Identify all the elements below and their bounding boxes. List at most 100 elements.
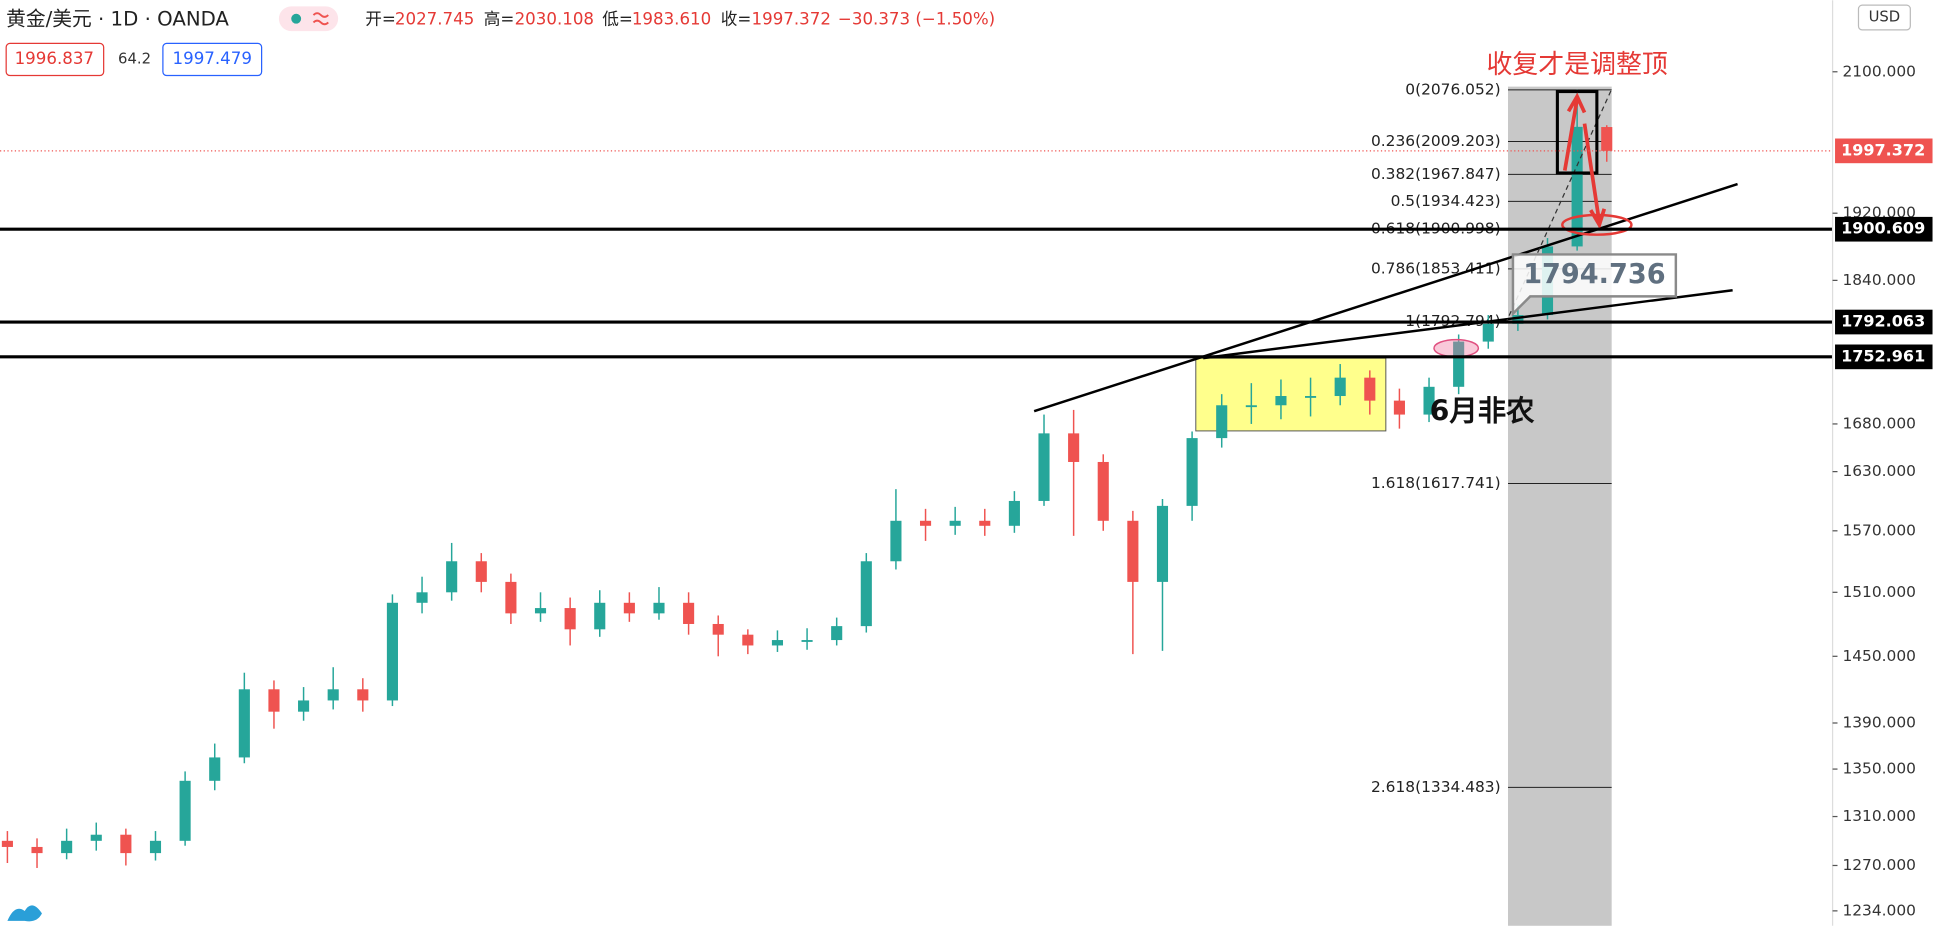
candle-body (238, 689, 250, 758)
candle-body (90, 834, 102, 841)
candle-body (1393, 400, 1405, 415)
event-note: 6月非农 (1430, 394, 1535, 427)
price-line-box (1835, 344, 1933, 370)
candle-body (209, 757, 221, 781)
candle-body (1512, 315, 1524, 324)
event-ellipse (1433, 338, 1480, 358)
y-tick-label: 1630.000 (1842, 462, 1916, 480)
ohlc-value: 1983.610 (632, 9, 711, 28)
candle-body (801, 640, 813, 642)
status-dot (291, 13, 302, 24)
ohlc-label: 开= (365, 9, 396, 28)
candle-body (594, 602, 606, 630)
symbol: 黄金/美元 · 1D · OANDA (6, 7, 229, 30)
candle-body (505, 581, 517, 614)
candle-body (268, 689, 280, 712)
y-tick-label: 1510.000 (1842, 583, 1916, 601)
price-line-box (1835, 216, 1933, 242)
y-tick-label: 1270.000 (1842, 856, 1916, 874)
candle-body (298, 700, 310, 712)
spread: 64.2 (118, 50, 151, 67)
candle-body (1482, 323, 1494, 342)
candle-body (949, 520, 961, 526)
ohlc-label: 收= (721, 9, 752, 28)
candle-body (1, 840, 13, 847)
status-wave (312, 12, 329, 26)
last-price-label: 1997.372 (1841, 140, 1925, 159)
ask-box[interactable] (162, 42, 263, 77)
candle-body (979, 520, 991, 526)
candle-body (31, 846, 43, 854)
candle-body (1038, 433, 1050, 501)
candle-body (61, 840, 73, 854)
trend-line (1033, 182, 1738, 413)
candle-body (357, 689, 369, 701)
candle-body (475, 561, 487, 582)
candle-body (860, 561, 872, 627)
candle-body (1305, 396, 1317, 398)
price-line-label: 1752.961 (1841, 346, 1925, 365)
candle-body (831, 626, 843, 641)
candle-body (1334, 377, 1346, 397)
candle-body (771, 640, 784, 646)
status-pill[interactable] (278, 6, 339, 32)
y-tick-label: 1390.000 (1842, 713, 1916, 731)
price-line-label: 1792.063 (1841, 312, 1925, 331)
candle-body (1601, 127, 1613, 151)
candle-body (1186, 438, 1198, 506)
candle-body (919, 520, 932, 526)
candle-body (1571, 126, 1583, 247)
y-tick-label: 1570.000 (1842, 521, 1916, 539)
candle-body (1453, 341, 1465, 387)
candle-body (1275, 396, 1287, 406)
top-box (1555, 90, 1599, 175)
candle-body (1156, 505, 1169, 582)
arrow-up (1562, 92, 1587, 171)
currency: USD (1869, 9, 1901, 26)
target-ellipse (1561, 213, 1633, 236)
price-note-box (1511, 253, 1678, 317)
y-tick-label: 1350.000 (1842, 760, 1916, 778)
candle-body (120, 834, 132, 854)
candle-body (742, 634, 754, 646)
candle-body (386, 602, 398, 701)
candle-body (890, 520, 902, 562)
ohlc-value: 2027.745 (395, 9, 474, 28)
candle-body (1245, 405, 1257, 408)
y-tick-label: 1680.000 (1842, 414, 1916, 432)
logo (7, 905, 42, 922)
currency-box (1857, 4, 1911, 31)
ohlc-value: 2030.108 (515, 9, 594, 28)
y-tick-label: 2100.000 (1842, 62, 1916, 80)
candle-body (1127, 520, 1139, 582)
candle-body (149, 840, 162, 854)
price-line-label: 1900.609 (1841, 219, 1925, 238)
candle-body (179, 780, 191, 841)
fib-label: 0.786(1853.411) (1371, 259, 1501, 277)
ohlc-value: 1997.372 (752, 9, 831, 28)
ask: 1997.479 (173, 49, 252, 68)
candle-body (1008, 500, 1020, 526)
candle-body (623, 602, 635, 614)
y-tick-label: 1234.000 (1842, 901, 1916, 919)
candle-body (653, 602, 665, 614)
fib-label: 0.236(2009.203) (1371, 132, 1501, 150)
bid: 1996.837 (15, 49, 94, 68)
candle-body (1364, 377, 1376, 401)
fib-label: 1.618(1617.741) (1371, 474, 1501, 492)
price-line-box (1835, 309, 1933, 335)
y-tick-label: 1450.000 (1842, 647, 1916, 665)
last-price-box (1835, 138, 1933, 164)
candle-body (1216, 405, 1228, 439)
ohlc-label: 高= (484, 9, 515, 28)
bid-box[interactable] (5, 42, 105, 77)
fib-label: 2.618(1334.483) (1371, 778, 1501, 796)
fib-label: 0.5(1934.423) (1391, 192, 1501, 210)
candle-body (1097, 461, 1109, 521)
fib-label: 0(2076.052) (1405, 80, 1500, 98)
price-note: 1794.736 (1523, 259, 1665, 290)
candle-body (712, 623, 724, 635)
candle-body (1423, 386, 1435, 415)
